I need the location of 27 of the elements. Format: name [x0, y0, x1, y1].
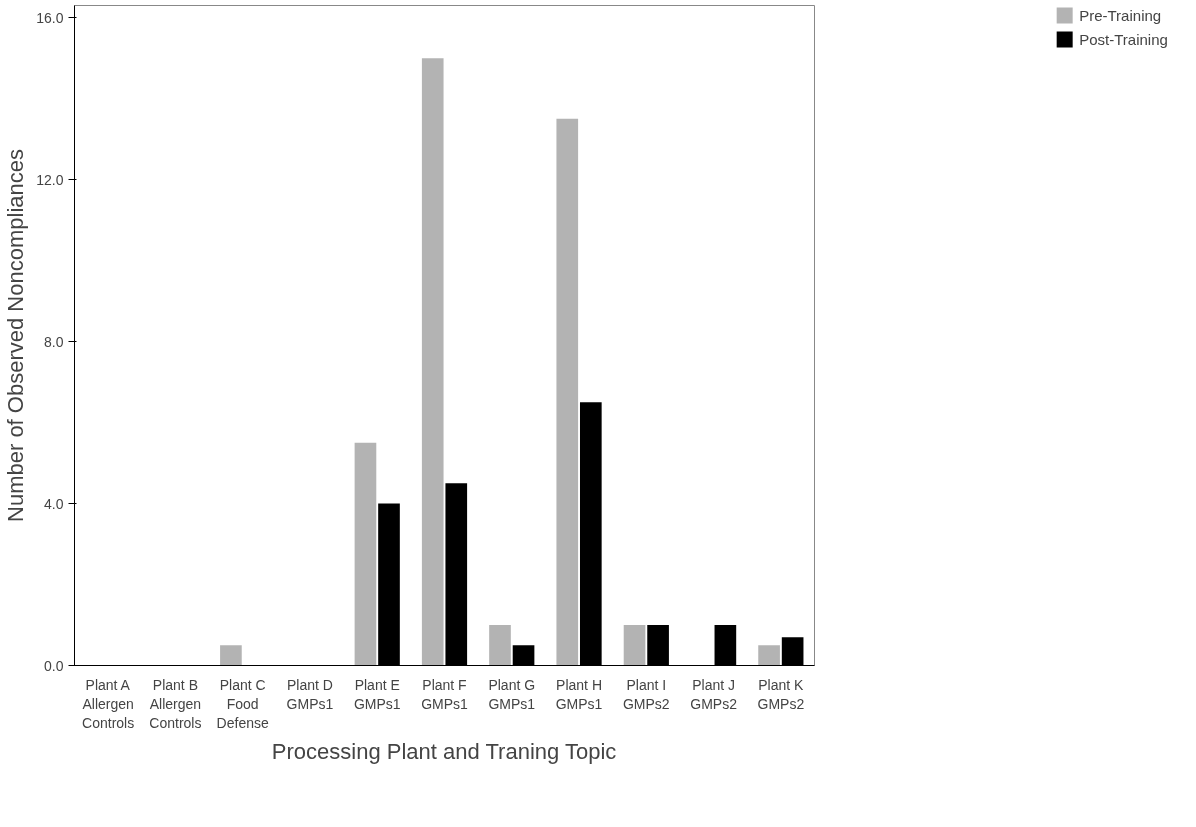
bar	[220, 645, 242, 666]
x-tick-label: Plant K GMPs2	[757, 676, 805, 712]
y-tick-label: 4.0	[44, 495, 64, 512]
y-tick-label: 16.0	[36, 9, 64, 26]
bar	[489, 625, 511, 666]
y-tick-label: 0.0	[44, 657, 64, 674]
x-tick-label: Plant D GMPs1	[286, 676, 334, 712]
x-axis-title: Processing Plant and Traning Topic	[271, 738, 617, 764]
y-axis-title: Number of Observed Noncompliances	[3, 149, 29, 522]
legend-label: Pre-Training	[1079, 6, 1162, 24]
bar	[758, 645, 780, 666]
y-tick-label: 12.0	[36, 171, 64, 188]
x-tick-label: Plant F GMPs1	[421, 676, 469, 712]
x-tick-label: Plant E GMPs1	[353, 676, 401, 712]
bar	[623, 625, 646, 666]
x-tick-label: Plant J GMPs2	[690, 676, 738, 712]
y-tick-label: 8.0	[44, 333, 64, 350]
bar	[556, 118, 579, 666]
x-tick-label: Plant G GMPs1	[488, 676, 536, 712]
x-tick-label: Plant C Food Defense	[216, 676, 269, 731]
bar	[421, 58, 444, 666]
bar	[354, 442, 377, 666]
x-tick-label: Plant H GMPs1	[555, 676, 603, 712]
x-tick-label: Plant B Allergen Controls	[149, 676, 202, 731]
x-tick-label: Plant A Allergen Controls	[82, 676, 135, 731]
x-tick-label: Plant I GMPs2	[622, 676, 670, 712]
legend-label: Post-Training	[1079, 30, 1168, 48]
